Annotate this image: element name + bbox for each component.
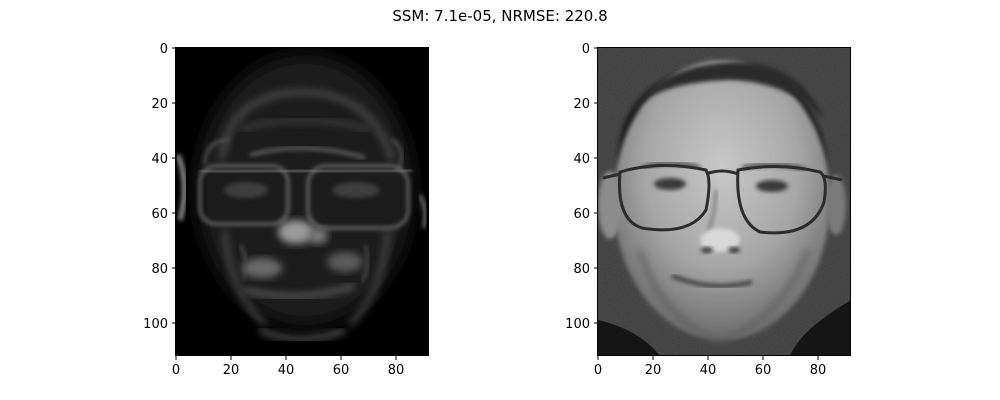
x-tick-label: 80 (810, 363, 827, 378)
x-tick-label: 0 (172, 363, 180, 378)
left-x-ticks: 0 20 40 60 80 (172, 356, 404, 378)
y-tick-label: 0 (582, 42, 590, 57)
x-tick-label: 20 (645, 363, 662, 378)
x-tick-label: 20 (223, 363, 240, 378)
y-tick-label: 20 (151, 97, 168, 112)
x-tick-label: 40 (700, 363, 717, 378)
y-tick-label: 60 (573, 207, 590, 222)
left-image (176, 48, 429, 356)
x-tick-label: 80 (388, 363, 405, 378)
x-tick-label: 0 (594, 363, 602, 378)
y-tick-label: 80 (151, 262, 168, 277)
figure-title: SSM: 7.1e-05, NRMSE: 220.8 (392, 7, 607, 25)
y-tick-label: 60 (151, 207, 168, 222)
y-tick-label: 80 (573, 262, 590, 277)
x-tick-label: 60 (333, 363, 350, 378)
left-axes-frame (175, 47, 429, 356)
right-panel: 0 20 40 60 80 0 20 40 60 80 100 (565, 42, 851, 378)
residual-face (176, 55, 428, 342)
y-tick-label: 20 (573, 97, 590, 112)
y-tick-label: 40 (573, 152, 590, 167)
right-x-ticks: 0 20 40 60 80 (594, 356, 826, 378)
right-image (598, 48, 851, 356)
right-axes-frame (597, 47, 851, 356)
y-tick-label: 0 (160, 42, 168, 57)
x-tick-label: 40 (278, 363, 295, 378)
right-y-ticks: 0 20 40 60 80 100 (565, 42, 598, 332)
y-tick-label: 100 (143, 317, 168, 332)
face-photo (598, 60, 851, 356)
x-tick-label: 60 (755, 363, 772, 378)
left-panel: 0 20 40 60 80 0 20 40 60 80 100 (143, 42, 429, 378)
y-tick-label: 40 (151, 152, 168, 167)
left-y-ticks: 0 20 40 60 80 100 (143, 42, 176, 332)
y-tick-label: 100 (565, 317, 590, 332)
